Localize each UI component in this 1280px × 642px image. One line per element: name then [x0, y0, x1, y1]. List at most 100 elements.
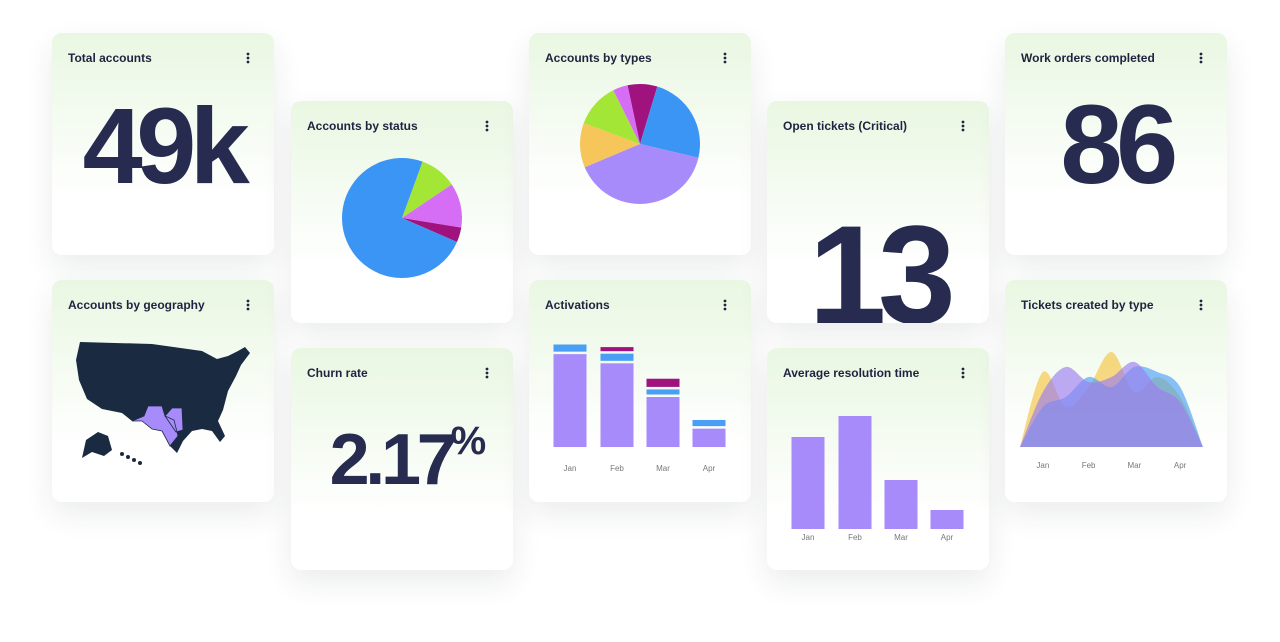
- us-map: [76, 342, 250, 453]
- menu-dot: [1199, 303, 1203, 307]
- card-title: Open tickets (Critical): [783, 119, 907, 133]
- map-region: [131, 405, 184, 447]
- menu-dot: [485, 375, 489, 379]
- menu-dot: [723, 52, 727, 56]
- menu-dot: [723, 303, 727, 307]
- card: Accounts by geography: [52, 280, 274, 502]
- pie-slice: [402, 218, 462, 243]
- x-tick-label: Jan: [564, 464, 577, 473]
- x-tick-label: Apr: [1174, 461, 1187, 470]
- card-title: Accounts by types: [545, 51, 652, 65]
- menu-dot: [1199, 52, 1203, 56]
- card-title: Average resolution time: [783, 366, 920, 380]
- menu-dot: [723, 299, 727, 303]
- menu-dot: [246, 303, 250, 307]
- kpi-value: 86: [1060, 82, 1175, 207]
- card-canvas: Churn rate 2.17%: [307, 366, 489, 500]
- menu-dot: [961, 371, 965, 375]
- menu-dot: [961, 128, 965, 132]
- pie-slice: [402, 161, 452, 218]
- pie-slice: [613, 85, 640, 144]
- card: Average resolution time Jan Feb Mar Apr: [767, 348, 989, 570]
- card-title: Accounts by status: [307, 119, 418, 133]
- card-canvas: Activations Jan Feb Mar Apr: [545, 298, 727, 473]
- bar-segment: [646, 378, 680, 387]
- menu-button[interactable]: [1199, 299, 1203, 311]
- card-canvas: Total accounts 49k: [68, 51, 257, 206]
- menu-dot: [246, 56, 250, 60]
- menu-dot: [246, 52, 250, 56]
- card: Total accounts 49k: [52, 33, 274, 255]
- menu-dot: [1199, 307, 1203, 311]
- area: [1020, 361, 1203, 447]
- menu-dot: [1199, 56, 1203, 60]
- map-hawaii: [132, 458, 136, 462]
- x-tick-label: Feb: [848, 533, 862, 542]
- card-canvas: Average resolution time Jan Feb Mar Apr: [783, 366, 965, 542]
- kpi-value: 49k: [83, 85, 251, 206]
- menu-dot: [1199, 299, 1203, 303]
- menu-button[interactable]: [961, 367, 965, 379]
- menu-button[interactable]: [1199, 52, 1203, 64]
- menu-button[interactable]: [961, 120, 965, 132]
- bar-segment: [692, 428, 726, 447]
- bar-segment: [646, 389, 680, 395]
- menu-button[interactable]: [485, 120, 489, 132]
- map-hawaii: [120, 452, 124, 456]
- card-canvas: Open tickets (Critical) 13: [783, 119, 965, 323]
- pie-slice: [342, 158, 457, 278]
- x-tick-label: Mar: [656, 464, 670, 473]
- bar-segment: [646, 397, 680, 447]
- menu-dot: [961, 124, 965, 128]
- menu-dot: [246, 60, 250, 64]
- x-tick-label: Feb: [1082, 461, 1096, 470]
- bar-segment: [600, 363, 634, 447]
- card-title: Activations: [545, 298, 610, 312]
- pie-slice: [402, 184, 462, 228]
- kpi-value: 2.17: [330, 420, 454, 500]
- menu-dot: [246, 299, 250, 303]
- map-hawaii: [138, 461, 142, 465]
- bar-segment: [692, 420, 726, 427]
- pie-slice: [640, 86, 700, 158]
- menu-button[interactable]: [485, 367, 489, 379]
- card-canvas: Tickets created by type Jan Feb Mar Apr: [1020, 298, 1203, 470]
- card-title: Churn rate: [307, 366, 368, 380]
- card: Activations Jan Feb Mar Apr: [529, 280, 751, 502]
- kpi-value: 13: [809, 196, 951, 323]
- x-tick-label: Feb: [610, 464, 624, 473]
- card: Tickets created by type Jan Feb Mar Apr: [1005, 280, 1227, 502]
- map-hawaii: [126, 455, 130, 459]
- menu-dot: [485, 367, 489, 371]
- bar: [838, 416, 872, 529]
- menu-dot: [723, 56, 727, 60]
- bar-segment: [600, 347, 634, 352]
- pie-slice: [627, 84, 658, 144]
- menu-dot: [1199, 60, 1203, 64]
- card-canvas: Work orders completed 86: [1021, 51, 1203, 207]
- menu-button[interactable]: [723, 299, 727, 311]
- card-title: Tickets created by type: [1021, 298, 1154, 312]
- menu-dot: [961, 367, 965, 371]
- pie-slice: [584, 144, 699, 205]
- x-tick-label: Apr: [703, 464, 716, 473]
- menu-dot: [961, 120, 965, 124]
- card-canvas: Accounts by geography: [68, 298, 250, 465]
- menu-button[interactable]: [246, 52, 250, 64]
- bar-segment: [553, 344, 587, 352]
- menu-button[interactable]: [246, 299, 250, 311]
- pie-slice: [580, 123, 640, 168]
- menu-dot: [723, 307, 727, 311]
- menu-dot: [485, 128, 489, 132]
- menu-button[interactable]: [723, 52, 727, 64]
- kpi-unit: %: [451, 419, 487, 463]
- card: Open tickets (Critical) 13: [767, 101, 989, 323]
- x-tick-label: Apr: [941, 533, 954, 542]
- menu-dot: [485, 120, 489, 124]
- card: Churn rate 2.17%: [291, 348, 513, 570]
- card-title: Accounts by geography: [68, 298, 205, 312]
- bar: [930, 510, 964, 529]
- x-tick-label: Mar: [894, 533, 908, 542]
- card: Work orders completed 86: [1005, 33, 1227, 255]
